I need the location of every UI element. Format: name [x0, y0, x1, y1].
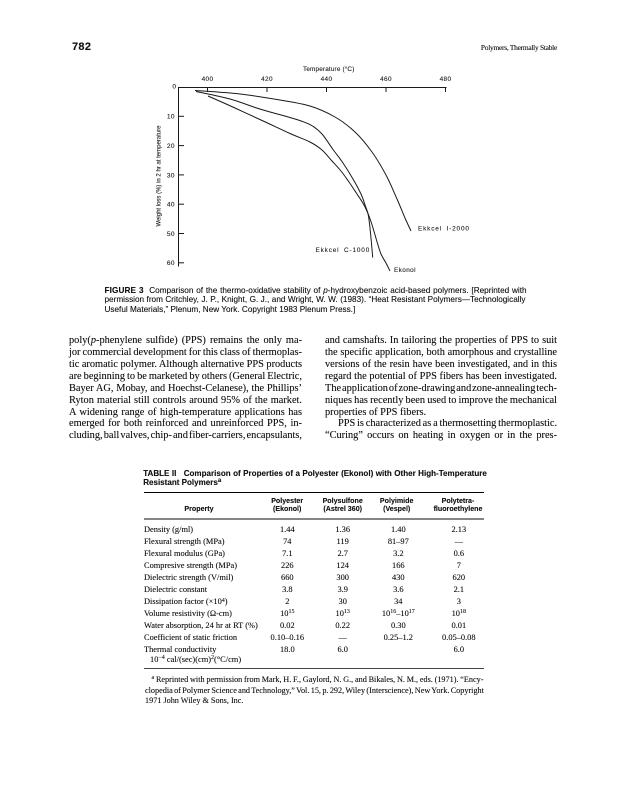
- svg-text:Ekonol: Ekonol: [394, 267, 416, 274]
- svg-text:30: 30: [167, 172, 175, 179]
- svg-text:40: 40: [167, 202, 175, 209]
- svg-text:400: 400: [202, 76, 214, 83]
- svg-text:480: 480: [440, 76, 452, 83]
- svg-text:50: 50: [167, 231, 175, 238]
- svg-text:420: 420: [261, 76, 273, 83]
- svg-text:Temperature (°C): Temperature (°C): [303, 65, 354, 73]
- svg-text:Weight loss (%) in 2 hr at tem: Weight loss (%) in 2 hr at temperature: [157, 125, 163, 227]
- svg-text:Ekkcel C-1000: Ekkcel C-1000: [316, 247, 371, 254]
- svg-text:440: 440: [321, 76, 333, 83]
- svg-text:Ekkcel I-2000: Ekkcel I-2000: [418, 226, 470, 233]
- svg-text:10: 10: [167, 114, 175, 121]
- svg-text:0: 0: [172, 84, 176, 91]
- svg-text:60: 60: [167, 260, 175, 267]
- svg-text:460: 460: [380, 76, 392, 83]
- svg-text:20: 20: [167, 143, 175, 150]
